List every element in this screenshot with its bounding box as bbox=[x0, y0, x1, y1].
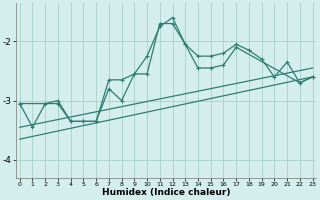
X-axis label: Humidex (Indice chaleur): Humidex (Indice chaleur) bbox=[102, 188, 230, 197]
